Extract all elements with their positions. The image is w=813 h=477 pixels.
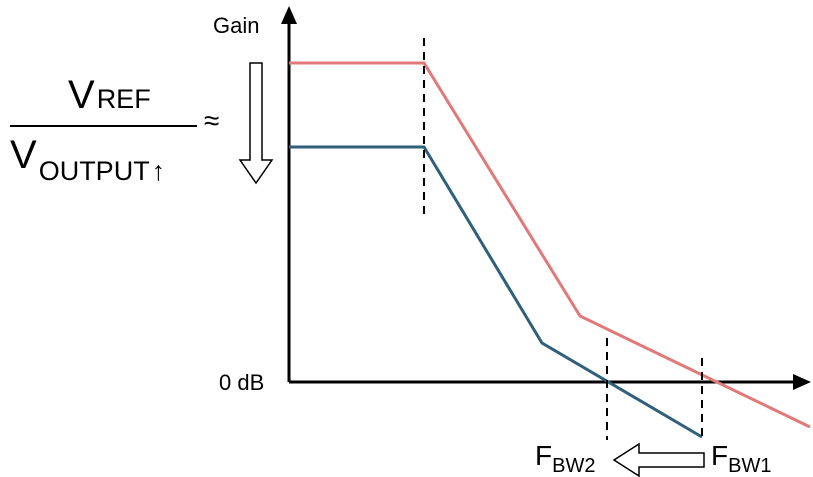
x-axis-zero-label: 0 dB: [219, 370, 264, 395]
y-axis-arrow-icon: [281, 6, 297, 24]
formula-approx-symbol: ≈: [204, 105, 219, 136]
x-axis-arrow-icon: [793, 374, 811, 390]
bandwidth-shift-arrow-icon: [612, 442, 705, 477]
y-axis-label: Gain: [213, 13, 259, 38]
curve-original: [289, 61, 811, 429]
formula-denominator: VOUTPUT↑: [10, 133, 165, 186]
gain-decrease-arrow-icon: [238, 62, 274, 185]
fbw1-label: FBW1: [711, 440, 771, 477]
curve-shifted: [289, 145, 703, 439]
fbw2-label: FBW2: [535, 440, 595, 477]
formula-numerator: VREF: [68, 73, 151, 117]
